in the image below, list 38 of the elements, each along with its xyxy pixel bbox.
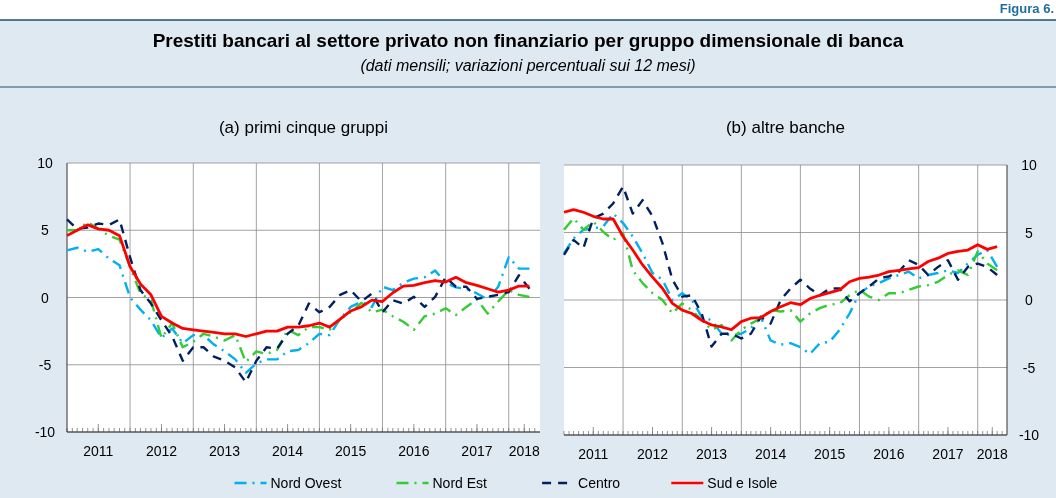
- y-tick-label: 10: [37, 155, 53, 171]
- x-tick-label: 2016: [873, 446, 905, 462]
- y2-tick-label: -10: [1018, 427, 1040, 443]
- y2-tick-label: -5: [1022, 359, 1036, 376]
- y-tick-label: 0: [41, 289, 50, 306]
- x-tick-label: 2011: [83, 443, 114, 459]
- x-tick-label: 2015: [814, 446, 846, 462]
- x-tick-label: 2012: [145, 443, 178, 459]
- line-series: [65, 246, 531, 375]
- chart-title: (a) primi cinque gruppi: [218, 118, 389, 137]
- legend-label: Centro: [578, 475, 621, 491]
- x-tick-label: 2018: [508, 443, 541, 459]
- y2-tick-label: 10: [1021, 157, 1037, 173]
- legend-label: Nord Est: [432, 475, 488, 491]
- text: (dati mensili; variazioni percentuali sui 12 mesi): [360, 57, 696, 74]
- y2-tick-label: 0: [1025, 292, 1034, 308]
- line-series: [65, 223, 531, 338]
- legend-label: Sud e Isole: [707, 475, 778, 491]
- text: Figura 6.: [999, 1, 1054, 16]
- x-tick-label: 2014: [755, 446, 787, 462]
- x-tick-label: 2014: [272, 443, 304, 459]
- x-tick-label: 2012: [636, 446, 669, 462]
- y2-tick-label: 5: [1025, 224, 1034, 241]
- chart-title: (b) altre banche: [725, 118, 846, 137]
- legend-label: Nord Ovest: [270, 475, 342, 491]
- y-tick-label: 5: [41, 222, 50, 239]
- x-tick-label: 2016: [398, 443, 430, 459]
- x-tick-label: 2015: [335, 443, 367, 459]
- x-tick-label: 2017: [932, 446, 964, 462]
- x-tick-label: 2013: [695, 446, 728, 462]
- x-tick-label: 2018: [976, 446, 1009, 462]
- x-tick-label: 2011: [578, 446, 609, 462]
- line-series: [562, 185, 999, 348]
- x-tick-label: 2013: [208, 443, 241, 459]
- text: Prestiti bancari al settore privato non finanziario per gruppo dimensionale di banca: [152, 30, 904, 51]
- y-tick-label: -10: [34, 424, 56, 440]
- x-tick-label: 2017: [461, 443, 493, 459]
- y-tick-label: -5: [38, 356, 52, 373]
